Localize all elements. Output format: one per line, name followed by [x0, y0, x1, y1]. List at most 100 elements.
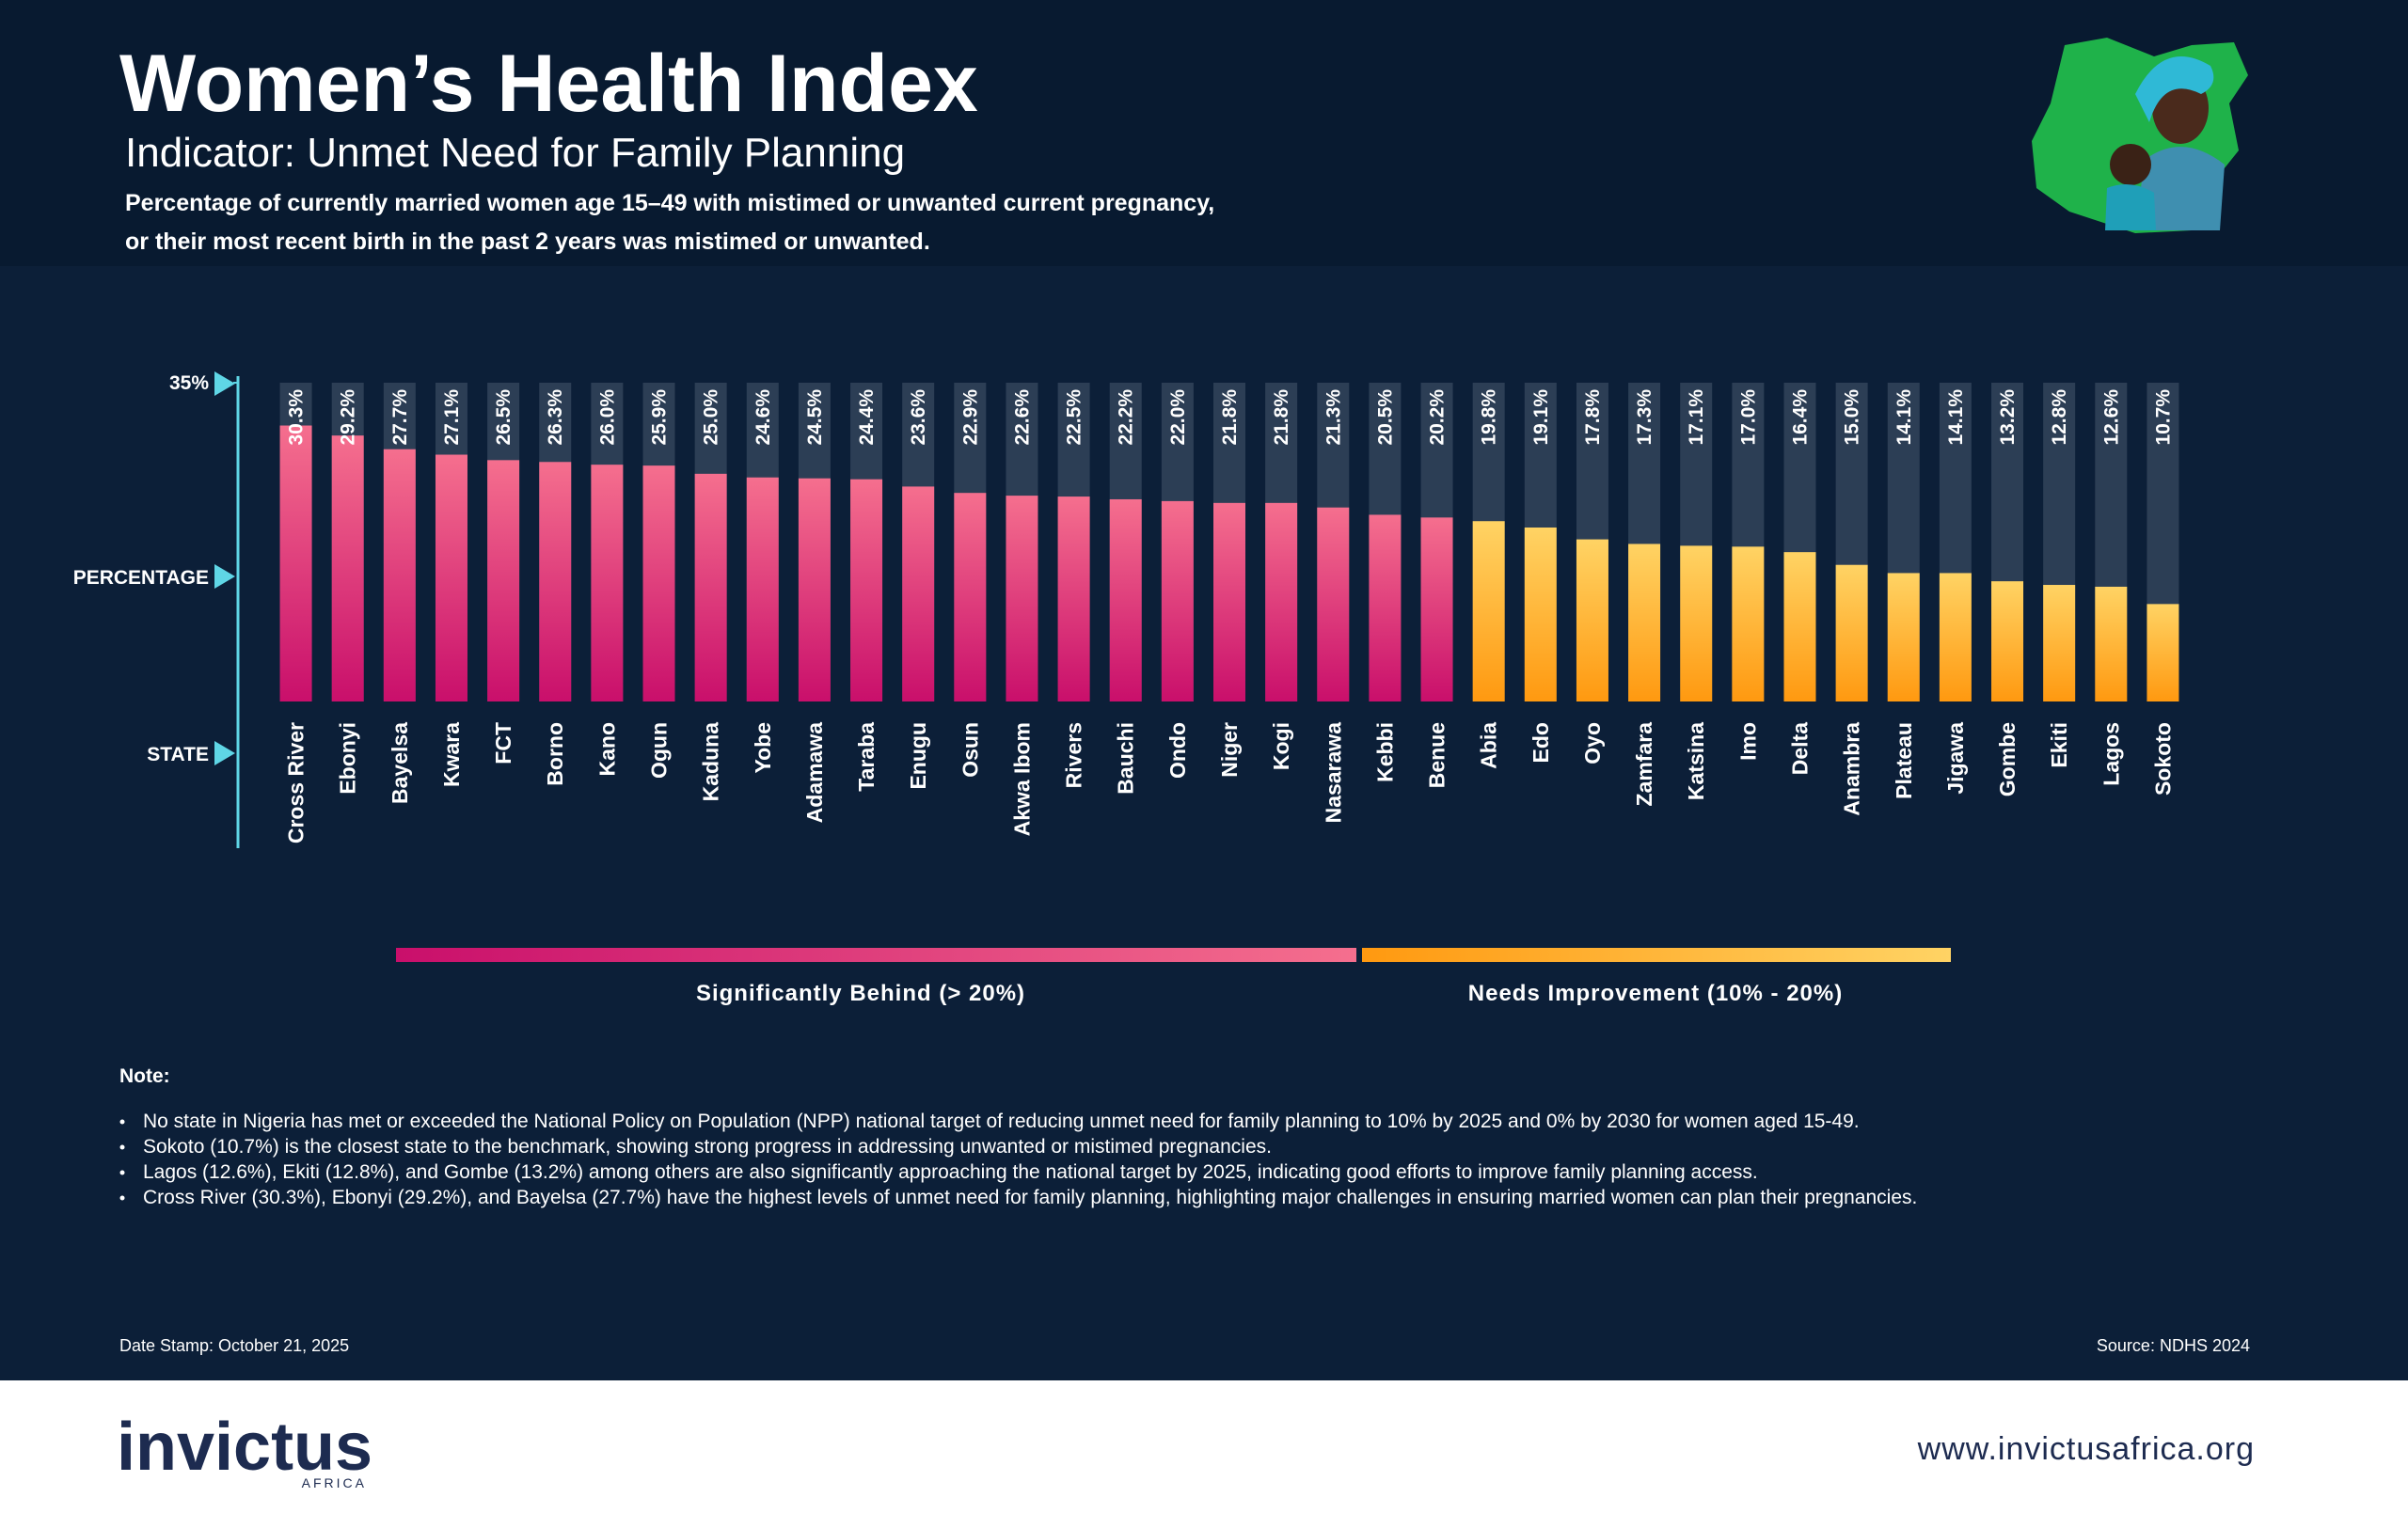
bar [1887, 573, 1920, 701]
value-label: 19.1% [1530, 389, 1552, 446]
x-tick-label: Bauchi [1114, 722, 1138, 795]
value-label: 22.6% [1011, 389, 1033, 446]
note-item: No state in Nigeria has met or exceeded … [143, 1111, 1860, 1132]
bar [1939, 573, 1972, 701]
bar [1369, 514, 1402, 701]
value-label: 24.6% [752, 389, 774, 446]
bar [487, 460, 520, 701]
value-label: 25.0% [701, 389, 722, 446]
x-tick-label: Bayelsa [388, 722, 412, 804]
x-tick-label: Benue [1425, 722, 1450, 788]
x-tick-label: Nasarawa [1321, 722, 1345, 824]
x-tick-label: Ondo [1165, 722, 1190, 779]
bar [954, 493, 987, 701]
bar [1317, 507, 1350, 701]
x-tick-label: Abia [1477, 722, 1501, 769]
bullet [119, 1195, 125, 1201]
value-label: 21.3% [1323, 389, 1344, 446]
bar [435, 454, 467, 701]
bar [591, 465, 624, 701]
bullet [119, 1144, 125, 1150]
value-label: 22.2% [1116, 389, 1137, 446]
value-label: 17.0% [1737, 389, 1759, 446]
bar [331, 435, 364, 701]
x-tick-label: Ekiti [2047, 722, 2071, 768]
bar [1109, 498, 1142, 701]
x-tick-label: Zamfara [1632, 722, 1656, 807]
value-label: 26.0% [596, 389, 618, 446]
x-tick-label: Kwara [439, 722, 464, 787]
value-label: 22.9% [959, 389, 981, 446]
x-tick-label: Plateau [1892, 722, 1916, 799]
woman-body [2135, 147, 2225, 230]
bar [539, 462, 572, 701]
bar [279, 425, 312, 701]
value-label: 24.4% [856, 389, 878, 446]
value-label: 26.5% [493, 389, 515, 446]
x-tick-label: Taraba [854, 722, 879, 792]
value-label: 17.1% [1686, 389, 1707, 446]
x-tick-label: Kogi [1269, 722, 1293, 770]
bar [383, 449, 416, 701]
x-axis-label: STATE [147, 744, 209, 765]
note-item: Sokoto (10.7%) is the closest state to t… [143, 1136, 1272, 1158]
bar [642, 465, 675, 701]
value-label: 16.4% [1789, 389, 1811, 446]
value-label: 27.1% [441, 389, 463, 446]
value-label: 12.8% [2049, 389, 2070, 446]
x-tick-label: Yobe [751, 722, 775, 774]
value-label: 20.2% [1427, 389, 1449, 446]
x-tick-label: Anambra [1840, 722, 1864, 816]
bar [1472, 521, 1505, 701]
axis-marker [214, 564, 235, 589]
x-tick-label: Adamawa [802, 722, 827, 824]
value-label: 30.3% [286, 389, 308, 446]
brand-sub: AFRICA [302, 1475, 367, 1490]
legend-label: Needs Improvement (10% - 20%) [1468, 981, 1843, 1006]
value-label: 26.3% [545, 389, 566, 446]
axis-marker [214, 371, 235, 396]
x-tick-label: Lagos [2099, 722, 2123, 786]
bar [694, 473, 727, 701]
x-tick-label: FCT [491, 722, 515, 764]
value-label: 24.5% [804, 389, 826, 446]
value-label: 20.5% [1374, 389, 1396, 446]
subtitle: Indicator: Unmet Need for Family Plannin… [125, 130, 905, 176]
axis-marker [214, 741, 235, 765]
value-label: 12.6% [2100, 389, 2122, 446]
value-label: 19.8% [1479, 389, 1500, 446]
x-tick-label: Rivers [1062, 722, 1086, 788]
legend-swatch [396, 948, 1356, 962]
x-tick-label: Imo [1735, 722, 1760, 761]
description: Percentage of currently married women ag… [125, 190, 1214, 216]
value-label: 21.8% [1219, 389, 1241, 446]
bar [1732, 546, 1765, 701]
headwrap [2135, 56, 2214, 122]
bar [1213, 502, 1245, 701]
bar [798, 478, 831, 701]
legend-label: Significantly Behind (> 20%) [696, 981, 1025, 1006]
x-tick-label: Borno [543, 722, 567, 786]
x-tick-label: Katsina [1684, 722, 1708, 800]
bar [902, 486, 935, 701]
bar [1420, 517, 1453, 701]
x-tick-label: Kebbi [1372, 722, 1397, 782]
value-label: 15.0% [1842, 389, 1863, 446]
note-item: Cross River (30.3%), Ebonyi (29.2%), and… [143, 1187, 1917, 1208]
description: or their most recent birth in the past 2… [125, 229, 930, 255]
x-tick-label: Oyo [1580, 722, 1605, 764]
child-body [2105, 184, 2156, 230]
bar [746, 477, 779, 701]
x-tick-label: Jigawa [1943, 722, 1968, 795]
bar [2043, 585, 2076, 701]
bullet [119, 1119, 125, 1125]
x-tick-label: Akwa Ibom [1009, 722, 1034, 836]
bar [1265, 502, 1298, 701]
x-tick-label: Edo [1529, 722, 1553, 763]
bar [850, 479, 883, 701]
bar [1057, 496, 1090, 701]
value-label: 22.5% [1064, 389, 1085, 446]
bar [1161, 500, 1194, 701]
y-tick-label: 35% [169, 372, 209, 394]
